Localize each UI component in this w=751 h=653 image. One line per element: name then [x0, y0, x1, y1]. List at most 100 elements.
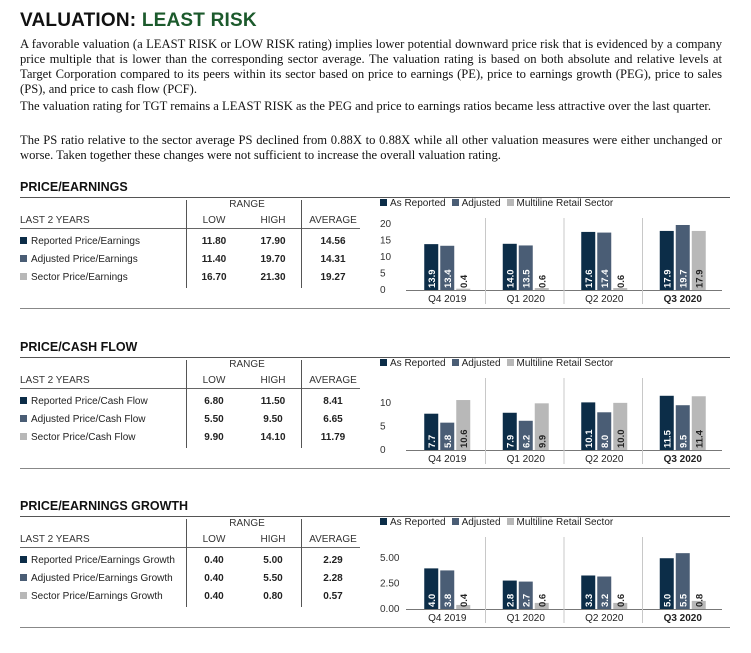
bar — [613, 402, 628, 450]
legend-label: Multiline Retail Sector — [516, 358, 614, 369]
row-label-text: Reported Price/Earnings Growth — [31, 555, 175, 566]
bar — [440, 245, 455, 290]
average-header: AVERAGE — [309, 534, 357, 545]
bar-value-label: 0.6 — [616, 594, 627, 607]
bar-value-label: 13.9 — [427, 270, 438, 289]
bar — [502, 580, 517, 609]
low-header: LOW — [202, 534, 226, 545]
period-label: LAST 2 YEARS — [20, 375, 90, 386]
section-bottom-rule — [20, 308, 730, 309]
bar — [675, 553, 690, 609]
table-header-rule — [20, 388, 360, 389]
bar-value-label: 13.5 — [521, 269, 532, 288]
bar-value-label: 17.4 — [600, 269, 611, 288]
low-value: 9.90 — [204, 432, 224, 443]
y-tick-label: 10 — [380, 398, 392, 409]
bar — [502, 243, 517, 290]
bar-value-label: 7.7 — [427, 435, 438, 448]
section-price-earnings: PRICE/EARNINGS RANGE LAST 2 YEARS LOW HIGH AV… — [0, 180, 751, 330]
legend-swatch — [20, 415, 27, 422]
chart-legend: As Reported Adjusted Multiline Retail Sect… — [380, 358, 619, 369]
legend-swatch — [20, 433, 27, 440]
bar — [659, 230, 674, 290]
bar-value-label: 2.7 — [521, 594, 532, 607]
legend-item: As Reported — [380, 358, 446, 369]
low-value: 16.70 — [201, 272, 227, 283]
section-title: PRICE/CASH FLOW — [20, 340, 138, 354]
legend-swatch — [20, 592, 27, 599]
bar — [691, 600, 706, 609]
bar — [518, 245, 533, 290]
table-row-label: Adjusted Price/Earnings — [20, 254, 138, 265]
legend-item: Multiline Retail Sector — [506, 517, 613, 528]
low-header: LOW — [202, 375, 226, 386]
bar-value-label: 0.6 — [616, 275, 627, 288]
table-row-label: Reported Price/Cash Flow — [20, 396, 148, 407]
x-category-label: Q3 2020 — [664, 454, 703, 465]
legend-swatch — [506, 359, 514, 366]
average-header: AVERAGE — [309, 215, 357, 226]
y-tick-label: 0.00 — [380, 604, 400, 615]
bar-value-label: 10.0 — [616, 430, 627, 449]
average-value: 6.65 — [323, 414, 343, 425]
bar — [518, 581, 533, 609]
bar-value-label: 0.8 — [694, 594, 705, 607]
x-category-label: Q3 2020 — [664, 294, 703, 305]
bar-value-label: 3.3 — [584, 594, 595, 607]
bar — [424, 413, 439, 450]
bar — [597, 576, 612, 609]
y-tick-label: 0 — [380, 285, 386, 296]
bar-value-label: 5.0 — [662, 594, 673, 607]
bar-value-label: 5.8 — [443, 435, 454, 448]
bar — [581, 231, 596, 290]
bar-value-label: 11.5 — [662, 429, 673, 448]
bar-value-label: 17.9 — [694, 270, 705, 289]
legend-swatch — [506, 518, 514, 525]
bar-value-label: 13.4 — [443, 269, 454, 288]
average-value: 0.57 — [323, 591, 343, 602]
legend-item: Adjusted — [451, 198, 501, 209]
chart-legend: As Reported Adjusted Multiline Retail Sect… — [380, 198, 619, 209]
bar — [440, 422, 455, 450]
legend-swatch — [451, 518, 459, 525]
legend-swatch — [20, 237, 27, 244]
low-value: 0.40 — [204, 591, 224, 602]
high-value: 17.90 — [260, 236, 286, 247]
low-value: 11.40 — [201, 254, 227, 265]
ps-paragraph: The PS ratio relative to the sector aver… — [20, 133, 722, 162]
bar — [659, 558, 674, 609]
row-label-text: Adjusted Price/Earnings Growth — [31, 573, 173, 584]
page-title: VALUATION: LEAST RISK — [20, 10, 257, 32]
bar-value-label: 10.1 — [584, 429, 595, 448]
average-value: 2.28 — [323, 573, 343, 584]
table-divider-right — [301, 360, 302, 448]
table-row-label: Adjusted Price/Cash Flow — [20, 414, 146, 425]
high-header: HIGH — [260, 215, 286, 226]
bar-value-label: 6.2 — [521, 435, 532, 448]
bar — [581, 402, 596, 450]
bar-value-label: 8.0 — [600, 435, 611, 448]
bar-value-label: 4.0 — [427, 594, 438, 607]
period-label: LAST 2 YEARS — [20, 215, 90, 226]
row-label-text: Sector Price/Cash Flow — [31, 432, 136, 443]
bar — [675, 224, 690, 290]
table-divider-left — [186, 200, 187, 288]
section-price-earnings-growth: PRICE/EARNINGS GROWTH RANGE LAST 2 YEARS LO… — [0, 499, 751, 649]
legend-swatch — [20, 556, 27, 563]
table-row-label: Sector Price/Earnings Growth — [20, 591, 163, 602]
legend-label: Adjusted — [461, 358, 501, 369]
bar-value-label: 9.9 — [537, 435, 548, 448]
legend-item: Multiline Retail Sector — [506, 358, 614, 369]
bar-value-label: 17.9 — [662, 270, 673, 289]
row-label-text: Adjusted Price/Earnings — [31, 254, 138, 265]
legend-swatch — [451, 199, 459, 206]
legend-swatch — [20, 574, 27, 581]
range-header: RANGE — [229, 518, 265, 529]
low-value: 6.80 — [204, 396, 224, 407]
bar — [613, 288, 628, 290]
x-category-label: Q2 2020 — [585, 454, 624, 465]
average-value: 14.56 — [320, 236, 346, 247]
legend-swatch — [380, 359, 387, 366]
bar — [581, 575, 596, 609]
legend-swatch — [20, 397, 27, 404]
